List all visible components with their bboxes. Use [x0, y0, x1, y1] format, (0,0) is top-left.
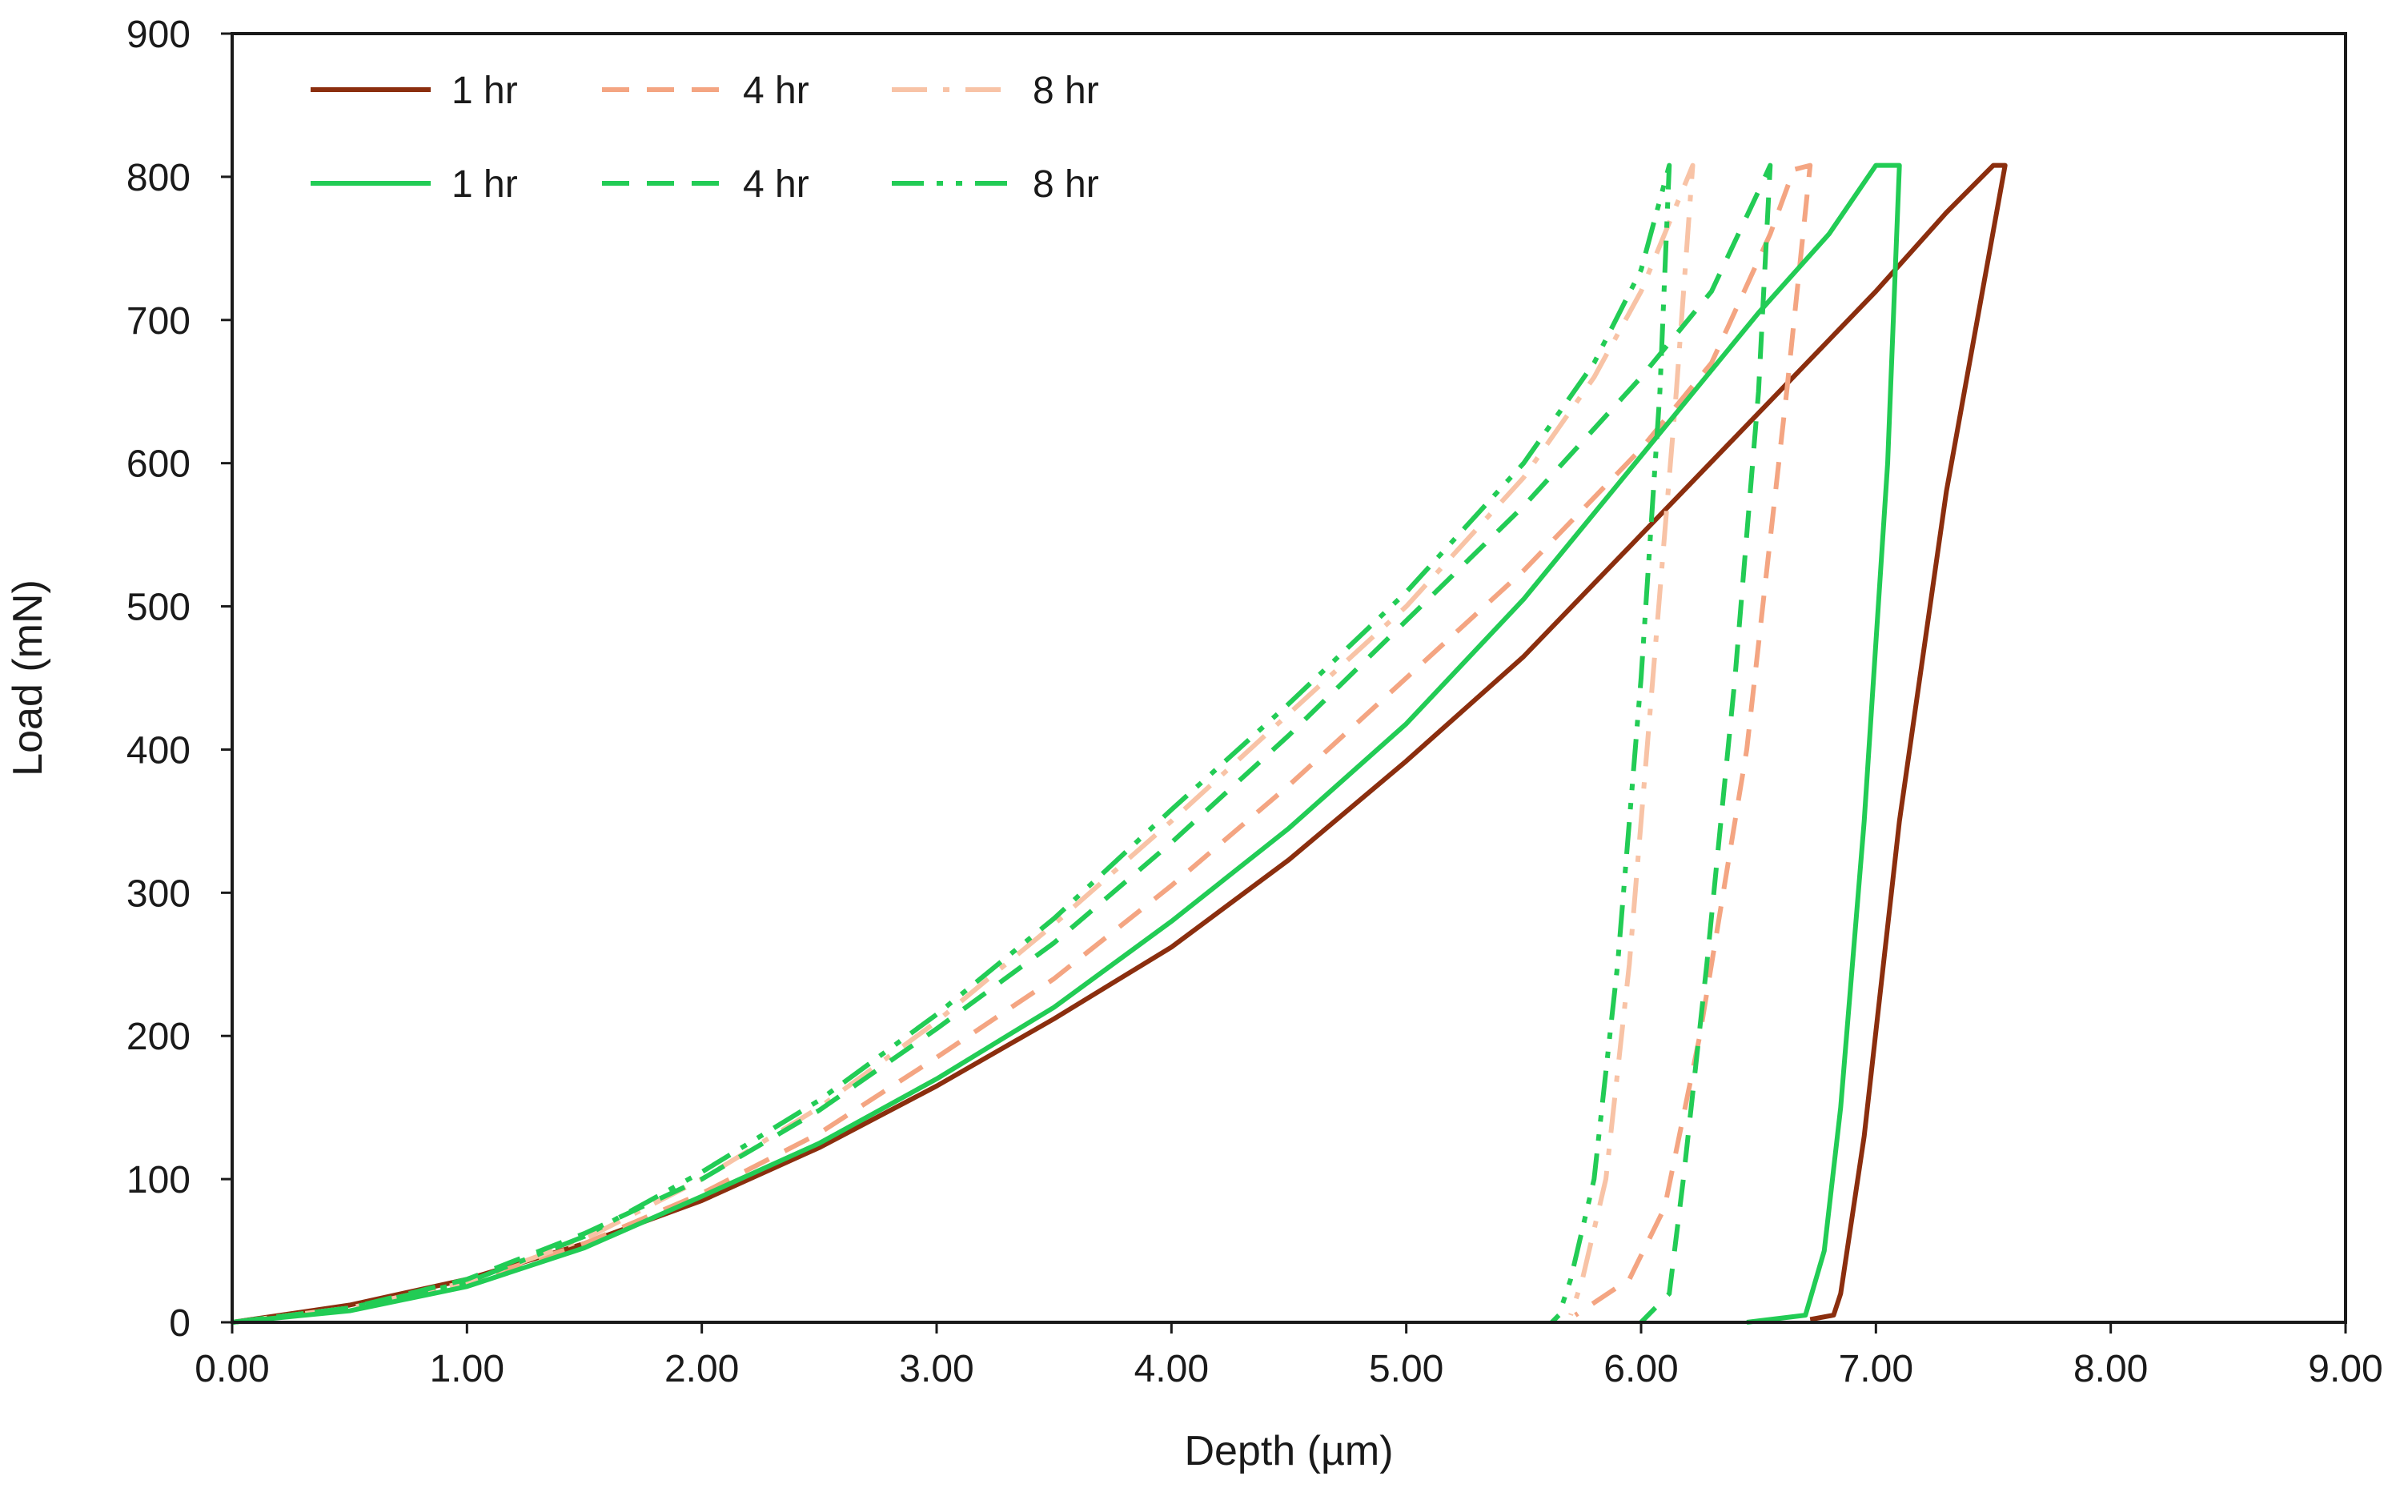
legend-label: 8 hr [1033, 70, 1099, 112]
y-tick-label: 700 [126, 300, 191, 343]
legend-label: 4 hr [743, 163, 809, 206]
y-tick-label: 900 [126, 14, 191, 56]
legend-item-6-8-hr: 8 hr [892, 163, 1099, 206]
y-tick-label: 600 [126, 443, 191, 486]
y-tick-label: 400 [126, 729, 191, 772]
x-tick-label: 8.00 [2073, 1348, 2148, 1390]
legend-item-4-1-hr: 1 hr [311, 163, 518, 206]
series-line-3-8-hr [231, 162, 1696, 1325]
x-tick-label: 2.00 [664, 1348, 739, 1390]
legend-label: 4 hr [743, 70, 809, 112]
x-tick-label: 3.00 [899, 1348, 973, 1390]
y-tick-label: 100 [126, 1159, 191, 1201]
y-axis-label: Load (mN) [5, 580, 51, 776]
legend-label: 8 hr [1033, 163, 1099, 206]
legend-item-2-4-hr: 4 hr [602, 70, 809, 112]
x-tick-label: 0.00 [195, 1348, 269, 1390]
y-tick-label: 800 [126, 157, 191, 199]
legend-item-5-4-hr: 4 hr [602, 163, 809, 206]
legend-label: 1 hr [451, 163, 518, 206]
legend-item-3-8-hr: 8 hr [892, 70, 1099, 112]
plot-frame [231, 32, 2347, 1324]
series-line-6-8-hr [231, 162, 1672, 1325]
y-tick-label: 0 [169, 1302, 191, 1345]
legend-item-1-1-hr: 1 hr [311, 70, 518, 112]
y-tick-label: 500 [126, 587, 191, 629]
x-tick-label: 9.00 [2308, 1348, 2382, 1390]
series-line-1-1-hr [231, 162, 2008, 1325]
x-axis-label: Depth (µm) [1184, 1428, 1393, 1474]
series-layer [231, 162, 2008, 1325]
x-tick-label: 1.00 [430, 1348, 504, 1390]
series-line-2-4-hr [231, 162, 1813, 1325]
legend: 1 hr 4 hr 8 hr 1 hr 4 hr 8 hr [311, 70, 1099, 206]
tick-layer: 0.00 1.00 2.00 3.00 4.00 5.00 6.00 7.00 8.00 9.00… [126, 14, 2383, 1390]
x-tick-label: 6.00 [1603, 1348, 1678, 1390]
y-tick-label: 200 [126, 1016, 191, 1058]
x-tick-label: 4.00 [1134, 1348, 1209, 1390]
series-line-4-1-hr [231, 162, 1902, 1325]
x-tick-label: 7.00 [1839, 1348, 1913, 1390]
x-tick-label: 5.00 [1369, 1348, 1443, 1390]
y-tick-label: 300 [126, 872, 191, 915]
legend-label: 1 hr [451, 70, 518, 112]
